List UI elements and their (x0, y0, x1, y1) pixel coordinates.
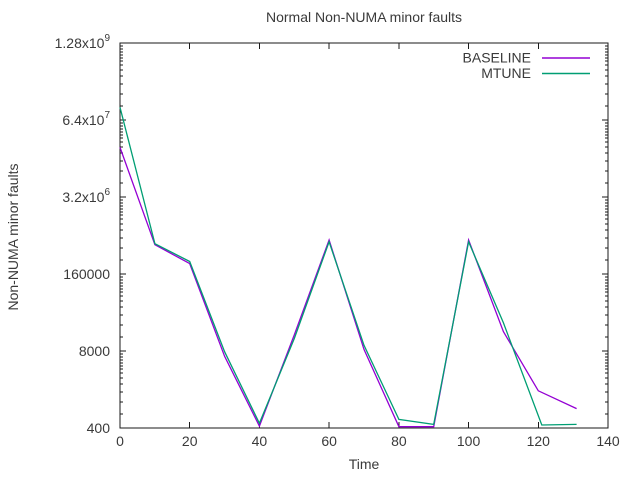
y-axis-title: Non-NUMA minor faults (5, 163, 21, 311)
x-tick-label: 40 (252, 433, 268, 449)
y-tick-label: 8000 (79, 343, 110, 359)
x-tick-label: 140 (596, 433, 620, 449)
legend-label-baseline: BASELINE (463, 50, 531, 66)
x-tick-label: 20 (182, 433, 198, 449)
series-line-baseline (119, 147, 577, 428)
legend-label-mtune: MTUNE (481, 65, 531, 81)
series-line-mtune (119, 107, 577, 426)
x-tick-label: 100 (457, 433, 481, 449)
y-tick-label: 160000 (63, 266, 110, 282)
y-tick-label: 6.4x107 (62, 110, 110, 128)
y-tick-label: 400 (87, 420, 111, 436)
x-tick-label: 80 (391, 433, 407, 449)
x-axis-title: Time (348, 456, 380, 472)
x-tick-label: 0 (116, 433, 124, 449)
chart-title: Normal Non-NUMA minor faults (265, 9, 463, 25)
y-tick-label: 3.2x106 (62, 187, 110, 205)
y-tick-label: 1.28x109 (55, 33, 111, 51)
x-tick-label: 120 (527, 433, 551, 449)
plot-border (119, 42, 609, 429)
x-tick-label: 60 (321, 433, 337, 449)
